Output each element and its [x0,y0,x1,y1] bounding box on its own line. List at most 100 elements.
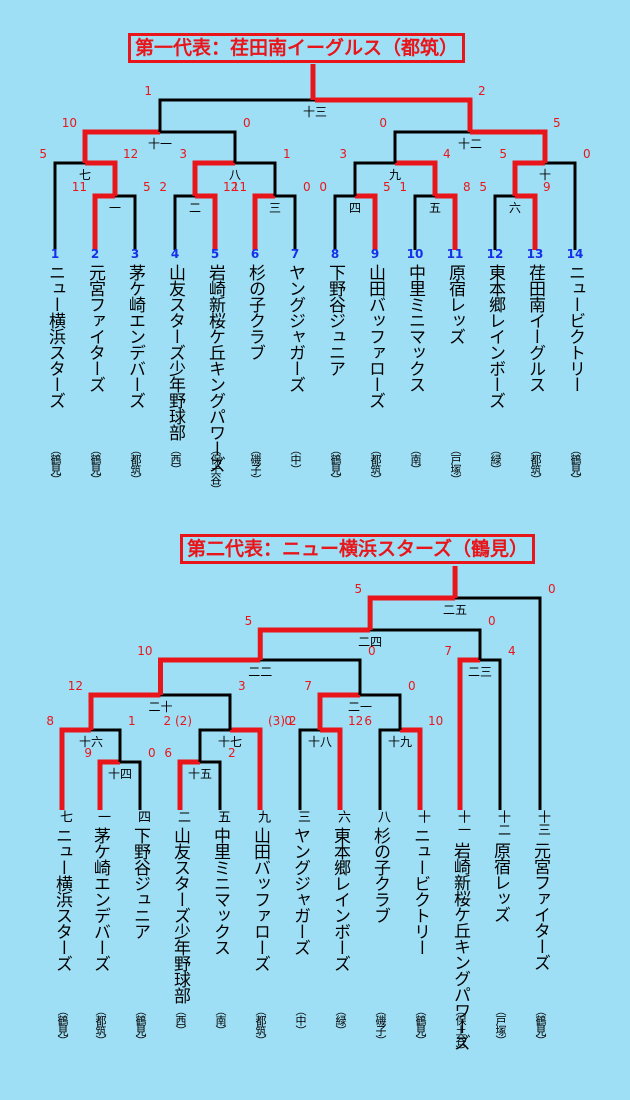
score-label: 0 [303,180,311,194]
team-affiliation: （緑） [334,1005,347,1035]
score-label: 0 [379,116,387,130]
bracket-line [370,628,482,660]
score-label: 1 [283,147,291,161]
score-label: 5 [553,116,561,130]
bracket-line [493,194,515,250]
slot-label: 十 [415,810,430,823]
game-number-label: 三 [269,201,281,215]
game-number-label: 十九 [388,735,412,749]
score-label: 2 [159,180,167,194]
bracket-line [512,160,545,196]
game-number-label: 十一 [148,137,172,151]
bracket-line [192,160,235,196]
bracket-line [158,657,261,695]
bracket-line [480,658,502,810]
score-label: 5 [383,180,391,194]
bracket-line [177,759,200,810]
score-label: 2 [478,84,486,98]
bracket-line [173,194,195,250]
score-label: 1 [128,714,136,728]
game-number-label: 十三 [303,105,327,119]
seed-number: 2 [90,247,100,261]
team-affiliation: （中） [289,444,302,474]
slot-label: 四 [135,810,150,823]
score-label: 2 [228,746,236,760]
bracket-line [235,161,277,196]
score-label: 0 [243,116,251,130]
slot-label: 八 [375,810,390,823]
bracket-line [413,194,435,250]
slot-label: 一 [95,810,110,823]
game-number-label: 八 [229,168,241,182]
bracket-line [120,760,142,810]
bracket-line [260,658,362,695]
team-affiliation: （都筑） [529,444,542,484]
game-number-label: 四 [349,201,361,215]
bracket-line [470,129,548,163]
bracket-line [355,193,378,250]
slot-label: 三 [295,810,310,823]
team-affiliation: （戸塚） [449,444,462,484]
score-label: 10 [62,116,77,130]
team-affiliation: （鶴見） [569,444,582,484]
bracket-line [195,193,218,250]
bracket-line [200,760,222,810]
bracket-line [53,161,85,170]
team-name: 茅ケ崎エンデバーズ [125,264,145,408]
score-label: 12 [123,147,138,161]
game-number-label: 九 [389,168,401,182]
slot-label: 七 [57,810,72,823]
score-label: 11 [72,180,87,194]
game-number-label: 二五 [443,603,467,617]
bracket-line [59,727,91,810]
team-affiliation: （緑） [489,444,502,474]
slot-label: 九 [255,810,270,823]
score-label: 11 [232,180,247,194]
bracket-line [317,692,360,730]
seed-number: 9 [370,247,380,261]
bracket-line [230,727,263,810]
team-affiliation: （南） [409,444,422,474]
score-label: 3 [339,147,347,161]
score-label: 0 [488,614,496,628]
team-name: 元宮ファイターズ [530,842,550,970]
seed-number: 13 [526,247,544,261]
team-affiliation: （鶴見） [329,444,342,484]
game-number-label: 十 [539,168,551,182]
seed-number: 7 [290,247,300,261]
game-number-label: 二二 [248,665,272,679]
seed-number: 8 [330,247,340,261]
team-affiliation: （戸塚） [494,1005,507,1045]
team-name: 中里ミニマックス [405,264,425,392]
score-label: 8 [46,714,54,728]
team-name: ニュー横浜スターズ [45,264,65,408]
score-label: 0 [319,180,327,194]
score-label: 10 [137,644,152,658]
score-label: 1 [144,84,152,98]
score-label: 5 [143,180,151,194]
team-name: 東本郷レインボーズ [485,264,505,408]
slot-label: 六 [335,810,350,823]
bracket-line [393,130,470,163]
game-number-label: 二三 [468,665,492,679]
bracket-line [91,728,122,762]
bracket-line [545,161,577,250]
team-name: 元宮ファイターズ [85,264,105,392]
score-label: 1 [399,180,407,194]
seed-number: 1 [50,247,60,261]
bracket-line [457,657,480,810]
score-label: 5 [39,147,47,161]
score-label: 0 [148,746,156,760]
team-affiliation: （南） [214,1005,227,1035]
team-name: ニュービクトリー [565,264,585,392]
bracket-line [353,161,395,196]
bracket-line [395,160,438,196]
game-number-label: 二 [189,201,201,215]
slot-label: 十三 [535,810,550,836]
team-affiliation: （鶴見） [49,444,62,484]
seed-number: 4 [170,247,180,261]
score-label: 3 [179,147,187,161]
score-label: 7 [444,644,452,658]
slot-label: 五 [215,810,230,823]
team-name: 山友スターズ少年野球部 [170,827,190,1003]
